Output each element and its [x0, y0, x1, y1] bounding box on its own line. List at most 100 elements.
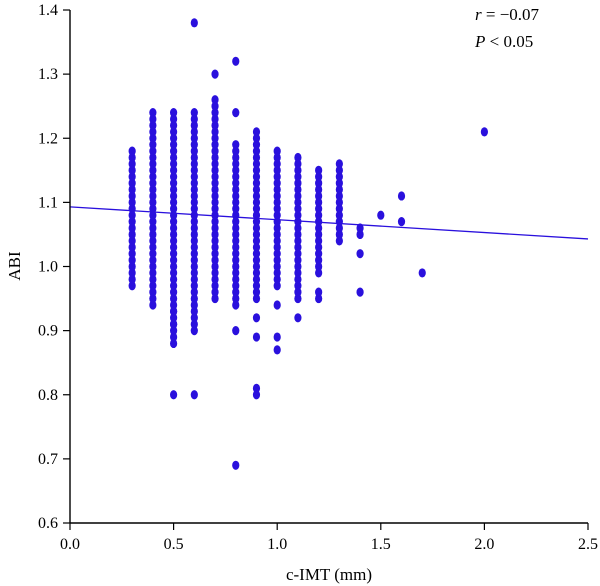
y-axis-title: ABI — [5, 251, 24, 281]
x-tick-label: 1.5 — [371, 536, 391, 553]
data-point — [294, 313, 302, 323]
data-point — [294, 178, 302, 188]
data-point — [211, 281, 219, 291]
data-point — [252, 159, 261, 169]
r-value: = −0.07 — [482, 5, 540, 24]
data-point — [252, 313, 261, 323]
data-point — [252, 223, 261, 233]
data-point — [232, 268, 240, 278]
data-point — [273, 229, 281, 240]
data-point — [149, 127, 157, 137]
data-point — [294, 229, 302, 240]
p-symbol: P — [474, 32, 485, 51]
data-point — [128, 242, 136, 252]
data-point — [273, 332, 281, 342]
data-point — [211, 108, 219, 118]
data-point — [190, 184, 198, 195]
data-point — [232, 152, 240, 163]
data-point — [211, 133, 219, 143]
data-point — [211, 172, 219, 182]
data-point — [170, 249, 178, 259]
data-point — [190, 108, 198, 118]
data-point — [149, 140, 157, 150]
data-point — [190, 249, 198, 259]
y-tick-label: 0.8 — [38, 387, 58, 404]
p-value: < 0.05 — [485, 32, 533, 51]
data-point — [128, 217, 136, 227]
data-point — [170, 268, 178, 278]
data-point — [170, 140, 178, 150]
data-point — [128, 178, 136, 188]
data-point — [252, 249, 261, 259]
x-tick-label: 2.5 — [578, 536, 598, 553]
data-point — [149, 165, 157, 175]
data-point — [128, 172, 136, 182]
data-point — [232, 204, 240, 214]
data-point — [294, 152, 302, 163]
data-point — [335, 165, 343, 175]
data-point — [252, 287, 261, 297]
data-point — [294, 281, 302, 291]
data-point — [315, 261, 323, 272]
data-point — [170, 159, 178, 169]
data-point — [273, 184, 281, 195]
data-point — [252, 210, 261, 220]
data-point — [149, 108, 157, 118]
points-layer — [128, 18, 488, 470]
data-point — [232, 255, 240, 265]
data-point — [149, 197, 157, 207]
data-point — [252, 204, 261, 214]
regression-line — [69, 206, 589, 240]
data-point — [335, 236, 343, 246]
data-point — [232, 184, 240, 195]
data-point — [211, 197, 219, 207]
data-point — [335, 184, 343, 195]
data-point — [273, 204, 281, 214]
data-point — [232, 140, 240, 150]
data-point — [149, 217, 157, 227]
data-point — [170, 114, 178, 124]
data-point — [252, 152, 261, 163]
data-point — [170, 217, 178, 227]
data-point — [149, 172, 157, 182]
data-point — [211, 249, 219, 259]
data-point — [232, 178, 240, 188]
data-point — [273, 178, 281, 188]
data-point — [252, 236, 261, 246]
data-point — [273, 223, 281, 233]
data-point — [170, 390, 178, 400]
data-point — [190, 274, 198, 284]
data-point — [170, 127, 178, 137]
data-point — [190, 229, 198, 240]
data-point — [190, 114, 198, 124]
data-point — [170, 172, 178, 182]
data-point — [149, 261, 157, 272]
data-point — [252, 261, 261, 272]
data-point — [418, 268, 426, 278]
y-tick-label: 0.6 — [38, 515, 58, 532]
data-point — [335, 223, 343, 233]
data-point — [294, 184, 302, 195]
data-point — [232, 146, 240, 156]
data-point — [252, 165, 261, 175]
data-point — [211, 165, 219, 175]
data-point — [190, 120, 198, 131]
data-point — [356, 287, 364, 297]
data-point — [232, 460, 240, 470]
data-point — [170, 120, 178, 131]
data-point — [170, 108, 178, 118]
data-point — [335, 204, 343, 214]
data-point — [211, 204, 219, 214]
data-point — [232, 108, 240, 118]
data-point — [294, 274, 302, 284]
data-point — [315, 204, 323, 214]
data-point — [211, 95, 219, 105]
data-point — [190, 165, 198, 175]
data-point — [211, 140, 219, 150]
data-point — [190, 390, 198, 400]
data-point — [190, 319, 198, 329]
data-point — [170, 326, 178, 336]
data-point — [128, 223, 136, 233]
data-point — [294, 268, 302, 278]
